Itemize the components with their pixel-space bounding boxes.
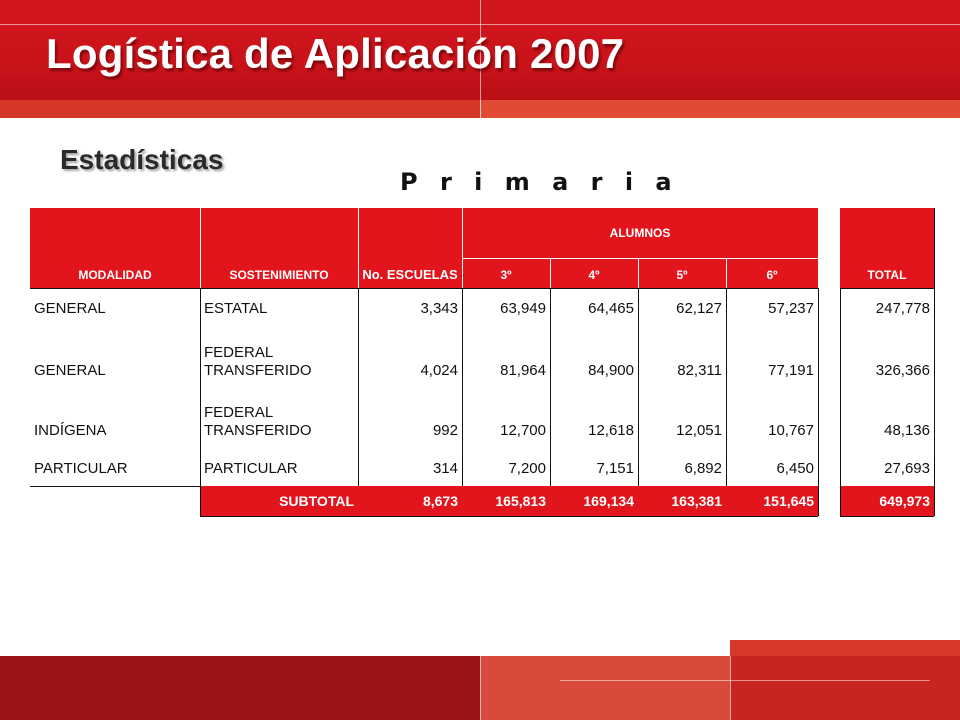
footer-divider xyxy=(730,656,731,720)
cell-grade-4: 12,618 xyxy=(588,422,634,439)
footer-divider xyxy=(480,656,481,720)
header-escuelas: No. ESCUELAS xyxy=(358,208,462,288)
header-separator xyxy=(638,258,639,288)
grid-line xyxy=(462,288,463,486)
header-separator xyxy=(462,208,463,288)
cell-sostenimiento: ESTATAL xyxy=(204,300,268,317)
subtotal-grade-4: 169,134 xyxy=(550,486,638,516)
subtotal-total: 649,973 xyxy=(840,486,934,516)
footer-segment xyxy=(0,656,480,720)
header-separator xyxy=(358,208,359,288)
cell-grade-6: 6,450 xyxy=(776,460,814,477)
cell-total: 27,693 xyxy=(884,460,930,477)
cell-escuelas: 992 xyxy=(432,422,458,439)
header-separator xyxy=(550,258,551,288)
footer-notch xyxy=(730,640,960,658)
grid-line xyxy=(840,288,841,516)
footer-segment xyxy=(480,656,730,720)
cell-escuelas: 314 xyxy=(432,460,458,477)
cell-grade-3: 63,949 xyxy=(500,300,546,317)
level-heading: P r i m a r i a xyxy=(400,168,679,196)
cell-grade-3: 12,700 xyxy=(500,422,546,439)
subtotal-grade-6: 151,645 xyxy=(726,486,818,516)
slide-subtitle: Estadísticas xyxy=(60,144,224,175)
cell-total: 326,366 xyxy=(875,362,930,379)
grid-line xyxy=(550,288,551,486)
header-total: TOTAL xyxy=(840,208,934,288)
cell-modalidad: INDÍGENA xyxy=(34,422,107,439)
cell-grade-5: 12,051 xyxy=(676,422,722,439)
cell-grade-3: 81,964 xyxy=(500,362,546,379)
header-stripe-divider xyxy=(480,100,481,118)
cell-sostenimiento: FEDERAL TRANSFERIDO xyxy=(204,344,312,379)
header-grade-4: 4º xyxy=(550,258,638,288)
cell-grade-3: 7,200 xyxy=(508,460,546,477)
grid-line xyxy=(200,516,818,517)
header-grade-5: 5º xyxy=(638,258,726,288)
cell-grade-4: 7,151 xyxy=(596,460,634,477)
cell-sostenimiento: PARTICULAR xyxy=(204,460,298,477)
grid-line xyxy=(840,288,934,289)
grid-line xyxy=(840,516,934,517)
header-divider xyxy=(480,0,481,120)
cell-grade-6: 57,237 xyxy=(768,300,814,317)
subtotal-grade-5: 163,381 xyxy=(638,486,726,516)
header-modalidad: MODALIDAD xyxy=(30,208,200,288)
grid-line xyxy=(934,208,935,516)
footer-segment xyxy=(730,656,960,720)
footer-band xyxy=(0,656,960,720)
cell-grade-5: 62,127 xyxy=(676,300,722,317)
cell-grade-6: 77,191 xyxy=(768,362,814,379)
subtotal-grade-3: 165,813 xyxy=(462,486,550,516)
header-alumnos: ALUMNOS xyxy=(462,208,818,258)
cell-grade-5: 6,892 xyxy=(684,460,722,477)
cell-sostenimiento: FEDERAL TRANSFERIDO xyxy=(204,404,312,439)
cell-grade-4: 84,900 xyxy=(588,362,634,379)
footer-divider xyxy=(560,680,930,681)
header-separator xyxy=(200,208,201,288)
cell-modalidad: GENERAL xyxy=(34,362,106,379)
header-band xyxy=(0,0,960,120)
cell-modalidad: PARTICULAR xyxy=(34,460,128,477)
slide-title: Logística de Aplicación 2007 xyxy=(46,30,625,77)
header-stripe-segment xyxy=(0,100,480,118)
header-sostenimiento: SOSTENIMIENTO xyxy=(200,208,358,288)
cell-grade-5: 82,311 xyxy=(677,362,722,379)
cell-total: 48,136 xyxy=(884,422,930,439)
cell-modalidad: GENERAL xyxy=(34,300,106,317)
subtotal-escuelas: 8,673 xyxy=(358,486,462,516)
grid-line xyxy=(200,486,201,516)
cell-total: 247,778 xyxy=(875,300,930,317)
subtotal-label: SUBTOTAL xyxy=(200,486,358,516)
cell-escuelas: 4,024 xyxy=(420,362,458,379)
cell-escuelas: 3,343 xyxy=(420,300,458,317)
header-stripe xyxy=(0,100,960,118)
grid-line xyxy=(726,288,727,486)
grid-line xyxy=(30,288,818,289)
grid-line xyxy=(30,486,200,487)
header-separator xyxy=(462,258,818,259)
header-grade-3: 3º xyxy=(462,258,550,288)
grid-line xyxy=(358,288,359,486)
cell-grade-4: 64,465 xyxy=(588,300,634,317)
header-grade-6: 6º xyxy=(726,258,818,288)
header-separator xyxy=(726,258,727,288)
cell-grade-6: 10,767 xyxy=(768,422,814,439)
grid-line xyxy=(638,288,639,486)
grid-line xyxy=(200,288,201,486)
grid-line xyxy=(818,288,819,516)
